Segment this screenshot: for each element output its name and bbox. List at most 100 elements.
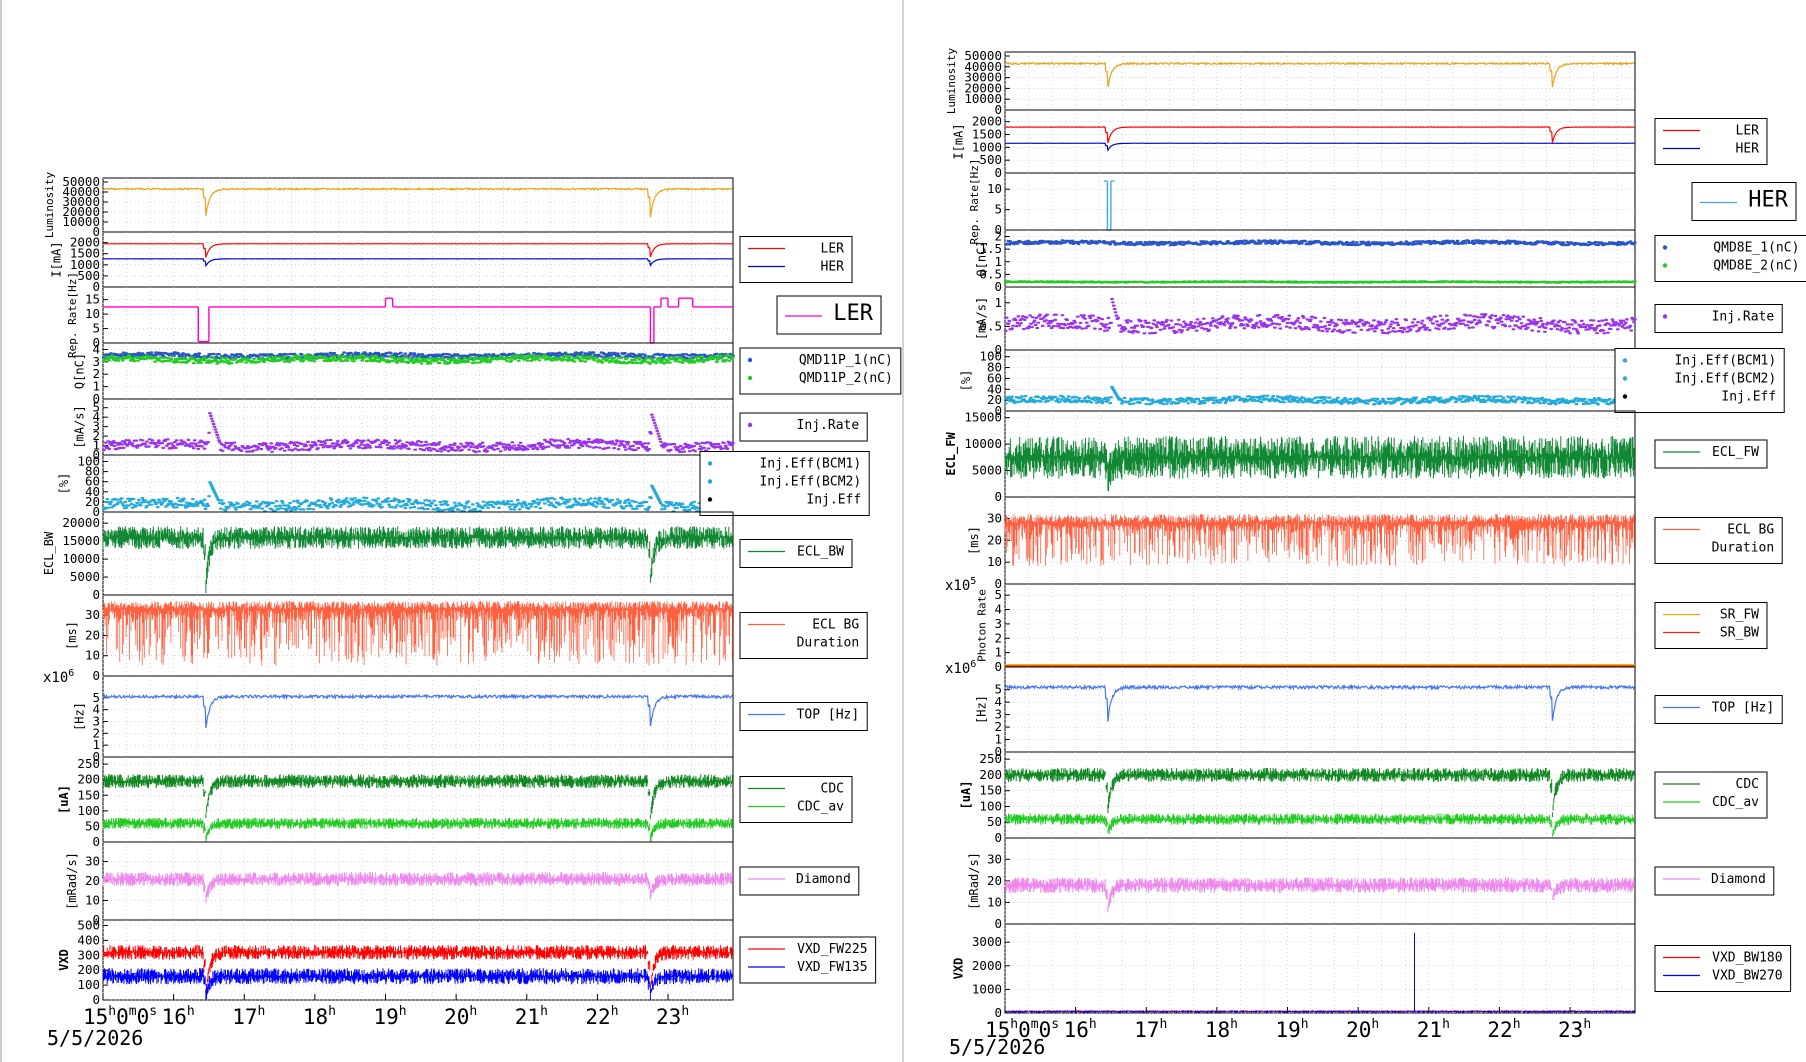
- y-tick-label: 30: [85, 854, 100, 869]
- series-line: [102, 258, 733, 268]
- panel-ecl-fw: 0 5000 10000 15000 ECL_FW ECL_FW: [944, 410, 1768, 504]
- y-tick-label: 15: [85, 292, 100, 307]
- legend-label: Duration: [797, 636, 860, 651]
- y-tick-label: 5000: [972, 463, 1002, 478]
- y-tick-label: 10000: [964, 91, 1002, 106]
- legend-marker: [747, 357, 753, 363]
- y-axis-label: Luminosity: [945, 48, 958, 115]
- legend-marker: [747, 375, 753, 381]
- legend-box: [1654, 866, 1775, 896]
- y-axis-label: [uA]: [959, 781, 973, 810]
- legend-label: Inj.Rate: [1712, 310, 1775, 325]
- y-tick-label: 1: [92, 379, 100, 394]
- x-tick-label: 17h: [1134, 1017, 1167, 1042]
- y-tick-label: 1000: [972, 139, 1002, 154]
- legend-label: Inj.Eff: [1721, 390, 1776, 405]
- y-tick-label: 1: [994, 732, 1002, 747]
- y-tick-label: 50000: [964, 48, 1002, 63]
- y-tick-label: 0: [92, 335, 100, 350]
- legend-box: [1654, 517, 1783, 564]
- y-tick-label: 80: [987, 360, 1002, 375]
- legend-label: Inj.Eff(BCM1): [759, 457, 861, 472]
- x-tick-unit: h: [1089, 1017, 1097, 1032]
- y-tick-label: 30000: [964, 70, 1002, 85]
- y-tick-label: 150: [77, 787, 100, 802]
- legend-label: VXD_FW225: [797, 942, 867, 957]
- legend-box: [699, 451, 870, 516]
- y-tick-label: 10: [85, 893, 100, 908]
- y-tick-label: 1500: [70, 246, 100, 261]
- x-tick-unit: h: [108, 1004, 116, 1019]
- legend-label: ECL BG: [812, 618, 859, 633]
- panel-qmd8e-1-nc-: 00.511.52 Q[nC] QMD8E_1(nC) QMD8E_2(nC): [974, 229, 1806, 294]
- legend-label: ECL_BW: [797, 545, 844, 560]
- x-tick-unit: s: [149, 1004, 157, 1019]
- y-axis-label: [mRad/s]: [967, 852, 981, 910]
- y-tick-label: 0: [994, 342, 1002, 357]
- y-axis-label: I[mA]: [50, 241, 64, 277]
- y-tick-label: 1000: [972, 981, 1002, 996]
- y-axis-label: VXD: [952, 958, 966, 980]
- series-band: [102, 968, 733, 1000]
- y-tick-label: 1: [994, 645, 1002, 660]
- y-axis-label: Rep. Rate[Hz]: [968, 158, 981, 244]
- y-tick-label: 2: [994, 630, 1002, 645]
- y-tick-label: 0: [994, 1005, 1002, 1020]
- y-tick-label: 3: [994, 707, 1002, 722]
- y-tick-label: 50: [85, 818, 100, 833]
- multiplier-label: x105: [945, 576, 976, 594]
- y-tick-label: 400: [77, 932, 100, 947]
- legend-label: Inj.Eff(BCM2): [759, 475, 861, 490]
- y-tick-label: 30000: [62, 194, 100, 209]
- y-tick-label: 0: [92, 834, 100, 849]
- legend-label: TOP [Hz]: [1712, 701, 1775, 716]
- series-band: [102, 526, 733, 593]
- y-tick-label: 40000: [964, 59, 1002, 74]
- legend-box: [739, 866, 860, 896]
- y-tick-label: 500: [77, 268, 100, 283]
- legend-box: [739, 936, 877, 984]
- y-tick-label: 2000: [70, 235, 100, 250]
- series-band: [1004, 767, 1635, 818]
- y-axis-label: Q[nC]: [974, 240, 988, 276]
- legend-label: LER: [833, 301, 873, 326]
- y-axis-label: [uA]: [57, 785, 71, 814]
- y-tick-label: 1500: [972, 127, 1002, 142]
- legend-label: HER: [1748, 188, 1788, 213]
- y-axis-label: ECL_FW: [944, 432, 959, 476]
- legend-marker: [1662, 314, 1668, 319]
- legend-box: [739, 412, 868, 442]
- x-tick-unit: h: [1301, 1017, 1309, 1032]
- multiplier-label: x106: [43, 668, 74, 686]
- y-tick-label: 0: [92, 587, 100, 602]
- series-band: [102, 944, 733, 994]
- y-tick-label: 0.5: [979, 318, 1002, 333]
- legend-label: VXD_BW180: [1712, 951, 1782, 966]
- y-tick-label: 40000: [62, 184, 100, 199]
- y-tick-label: 20: [987, 532, 1002, 547]
- legend-marker: [707, 461, 713, 466]
- y-tick-label: 80: [85, 464, 100, 479]
- y-axis-label: I[mA]: [952, 123, 966, 159]
- y-tick-label: 10000: [62, 551, 100, 566]
- multiplier-exponent: 6: [970, 659, 976, 670]
- y-tick-label: 2: [994, 719, 1002, 734]
- legend-box: [1654, 235, 1806, 282]
- legend-marker: [1622, 394, 1628, 399]
- y-tick-label: 3000: [972, 934, 1002, 949]
- legend-label: ECL_FW: [1712, 445, 1759, 460]
- x-tick-unit: h: [611, 1004, 619, 1019]
- legend-marker: [707, 479, 713, 484]
- x-tick-label: 15h0m0s: [83, 1004, 157, 1029]
- y-axis-label: Photon Rate: [975, 589, 988, 662]
- legend-marker: [1622, 358, 1628, 363]
- multiplier-label: x106: [945, 659, 976, 677]
- series-line: [1004, 126, 1635, 144]
- y-tick-label: 50000: [62, 174, 100, 189]
- y-tick-label: 4: [92, 341, 100, 356]
- y-axis-label: Luminosity: [43, 172, 56, 239]
- y-tick-label: 0: [92, 391, 100, 406]
- y-tick-label: 0: [92, 447, 100, 462]
- y-tick-label: 10: [987, 894, 1002, 909]
